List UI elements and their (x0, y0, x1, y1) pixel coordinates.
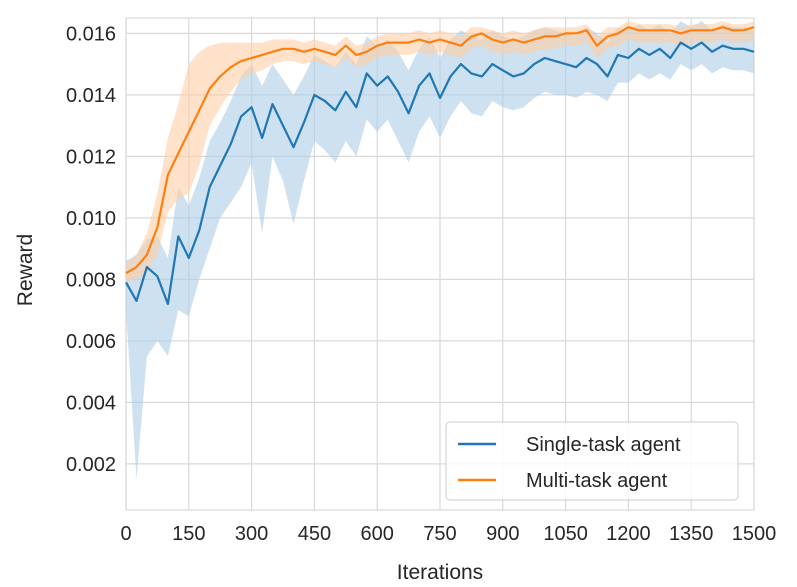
x-tick-label: 1350 (669, 523, 714, 545)
x-tick-label: 600 (361, 523, 394, 545)
y-tick-label: 0.008 (66, 269, 116, 291)
x-tick-label: 300 (235, 523, 268, 545)
y-axis-title: Reward (14, 234, 37, 306)
legend-label-2: Multi-task agent (526, 470, 668, 492)
y-tick-label: 0.016 (66, 23, 116, 45)
x-tick-label: 1200 (606, 523, 651, 545)
y-tick-label: 0.002 (66, 454, 116, 476)
x-tick-label: 900 (486, 523, 519, 545)
x-axis-title: Iterations (397, 561, 483, 584)
legend-box (445, 421, 739, 501)
series-lines (125, 26, 755, 306)
x-tick-label: 450 (298, 523, 331, 545)
x-tick-labels: 0 150 300 450 600 750 900 1050 1200 1350 1500 (120, 523, 776, 545)
line-series-2 (125, 26, 755, 275)
x-tick-label: 0 (120, 523, 131, 545)
legend-label-1: Single-task agent (526, 434, 681, 456)
y-tick-label: 0.012 (66, 146, 116, 168)
confidence-bands (126, 21, 754, 480)
band-series-1 (126, 21, 754, 480)
y-tick-label: 0.010 (66, 208, 116, 230)
x-tick-label: 750 (423, 523, 456, 545)
line-series-1 (125, 41, 755, 306)
y-tick-labels: 0.002 0.004 0.006 0.008 0.010 0.012 0.014 0.016 (66, 23, 116, 476)
x-tick-label: 150 (172, 523, 205, 545)
x-tick-label: 1050 (543, 523, 588, 545)
y-tick-label: 0.014 (66, 85, 116, 107)
x-tick-label: 1500 (732, 523, 777, 545)
y-tick-label: 0.004 (66, 392, 116, 414)
y-tick-label: 0.006 (66, 331, 116, 353)
legend: Single-task agent Multi-task agent (445, 421, 739, 501)
